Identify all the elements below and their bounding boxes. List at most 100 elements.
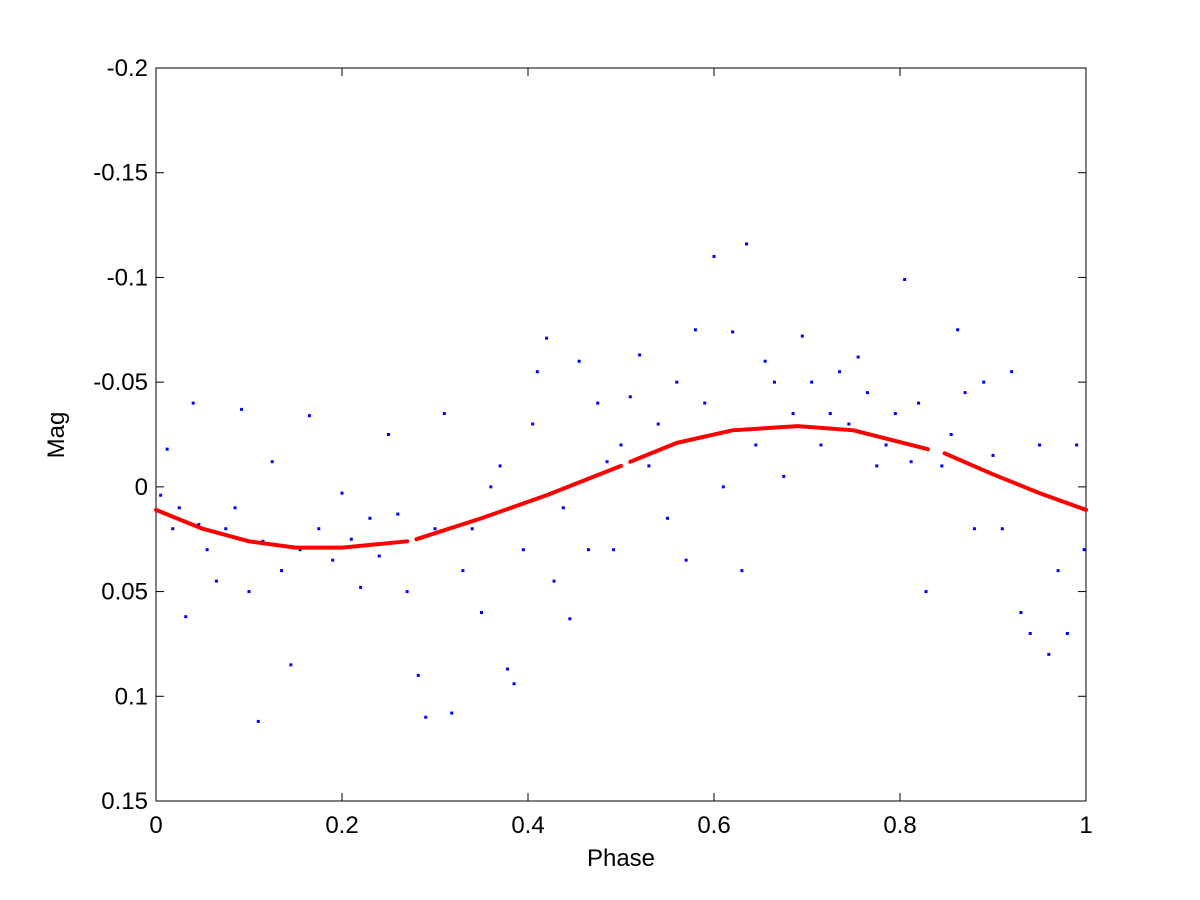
data-point	[1010, 370, 1014, 374]
y-tick-label: 0	[135, 474, 148, 501]
data-point	[577, 359, 581, 363]
data-point	[506, 667, 510, 671]
data-point	[586, 548, 590, 552]
axis-ticks: 0 0.2 0.4 0.6 0.8 1 -0.2 -0.15 -0.1 -0.05 0 0.05 0.1…	[93, 55, 1092, 839]
x-tick-label: 0.4	[511, 812, 544, 839]
data-point	[991, 453, 995, 457]
data-point	[561, 506, 565, 510]
data-point	[909, 460, 913, 464]
data-point	[521, 548, 525, 552]
data-point	[956, 328, 960, 332]
fit-curve-segment	[154, 507, 410, 550]
y-tick-label: -0.1	[107, 264, 148, 291]
data-point	[340, 491, 344, 495]
data-point	[693, 328, 697, 332]
data-point	[240, 407, 244, 411]
data-point	[949, 433, 953, 436]
data-point	[666, 516, 669, 520]
data-point	[1065, 631, 1069, 635]
fit-curve-segment	[414, 463, 623, 542]
x-tick-label: 0	[149, 812, 162, 839]
data-point	[433, 527, 437, 531]
data-point	[731, 330, 735, 334]
data-point	[703, 401, 707, 405]
y-tick-label: -0.15	[93, 160, 148, 187]
data-point	[782, 474, 786, 478]
data-point	[396, 512, 400, 516]
data-point	[684, 558, 688, 562]
y-tick-label: -0.05	[93, 369, 148, 396]
x-axis-title: Phase	[587, 845, 655, 872]
data-point	[233, 506, 237, 510]
data-point	[416, 673, 420, 677]
data-point	[270, 460, 274, 464]
data-point	[1019, 611, 1023, 615]
data-point	[349, 537, 353, 541]
data-point	[480, 611, 483, 615]
data-point	[247, 590, 251, 594]
data-point	[791, 412, 795, 416]
data-point	[171, 527, 175, 531]
data-point	[197, 523, 201, 527]
data-point	[535, 370, 539, 374]
data-point	[1038, 443, 1041, 447]
data-point	[763, 359, 767, 363]
data-point	[893, 412, 897, 416]
y-tick-label: 0.05	[101, 579, 148, 606]
data-point	[307, 414, 311, 418]
data-point	[754, 443, 758, 447]
data-point	[647, 464, 651, 468]
fit-curve	[154, 424, 1088, 550]
data-point	[317, 527, 321, 531]
fit-curve-segment	[628, 424, 930, 464]
data-point	[424, 715, 428, 719]
data-point	[675, 380, 679, 384]
data-point	[828, 412, 832, 416]
data-point	[656, 422, 660, 426]
data-point	[289, 663, 293, 667]
data-point	[903, 278, 907, 282]
data-point	[740, 569, 744, 573]
x-tick-label: 0.2	[325, 812, 358, 839]
data-point	[1000, 527, 1004, 531]
data-point	[917, 401, 921, 405]
plot-frame	[155, 67, 1087, 802]
data-point	[298, 548, 302, 552]
data-point	[450, 711, 454, 715]
fit-curve-segment	[942, 451, 1088, 512]
data-point	[331, 558, 335, 562]
data-point	[214, 579, 218, 583]
data-point	[405, 590, 409, 594]
data-point	[191, 401, 195, 405]
x-tick-label: 0.6	[697, 812, 730, 839]
data-point	[619, 443, 623, 447]
data-point	[856, 355, 860, 359]
data-point	[368, 516, 372, 520]
x-tick-label: 0.8	[883, 812, 916, 839]
data-point	[568, 617, 572, 621]
data-point	[982, 380, 986, 384]
data-point	[545, 336, 549, 340]
data-point	[838, 370, 842, 374]
data-point	[359, 585, 363, 589]
data-point	[1028, 631, 1032, 635]
data-point	[884, 443, 888, 447]
data-point	[596, 401, 600, 405]
data-point	[489, 485, 493, 489]
data-point	[865, 391, 869, 395]
data-point	[205, 548, 209, 552]
data-point	[972, 527, 976, 531]
data-point	[1082, 548, 1086, 552]
y-tick-label: -0.2	[107, 55, 148, 82]
x-tick-label: 1	[1079, 812, 1092, 839]
y-axis-title: Mag	[43, 412, 70, 459]
data-point	[800, 334, 804, 338]
data-point	[165, 447, 169, 451]
data-point	[442, 412, 446, 416]
y-tick-label: 0.1	[115, 683, 148, 710]
data-point	[184, 615, 188, 619]
data-point	[875, 464, 879, 468]
data-point	[612, 548, 616, 552]
data-point	[512, 682, 516, 686]
